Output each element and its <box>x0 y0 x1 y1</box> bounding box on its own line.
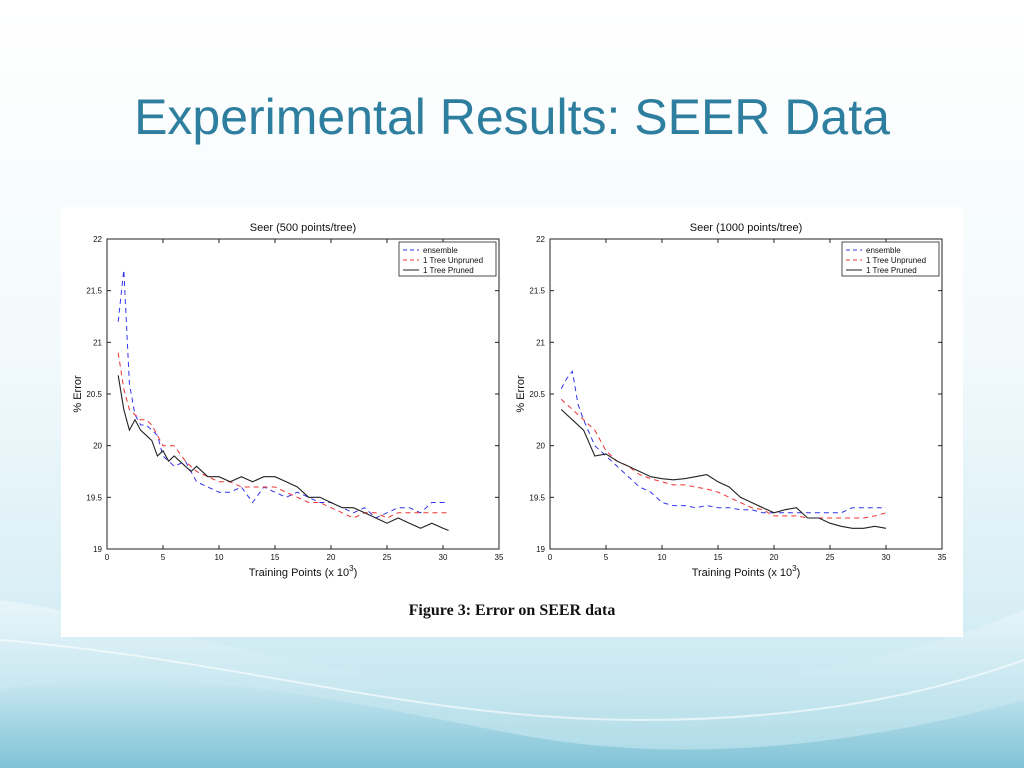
y-tick-label: 19 <box>93 545 102 554</box>
y-tick-label: 20 <box>93 442 102 451</box>
legend-label: 1 Tree Unpruned <box>423 256 483 265</box>
x-tick-label: 10 <box>658 553 667 562</box>
chart-2: Seer (1000 points/tree) 0 5 10 15 20 25 30 35 19 1… <box>515 222 947 579</box>
chart-title: Seer (500 points/tree) <box>250 222 356 234</box>
x-axis-label-main: Training Points (x 10 <box>692 567 792 579</box>
x-tick-label: 0 <box>548 553 553 562</box>
x-tick-label: 15 <box>271 553 280 562</box>
x-axis-label: Training Points (x 103) <box>692 564 801 579</box>
y-tick-label: 20.5 <box>529 390 545 399</box>
x-tick-label: 25 <box>383 553 392 562</box>
y-tick-label: 19.5 <box>529 493 545 502</box>
y-axis-label: % Error <box>515 375 527 413</box>
figure-charts: Seer (500 points/tree)0 5 10 15 20 25 30 351919… <box>72 222 947 579</box>
figure-panel: Seer (500 points/tree) 0 5 10 15 20 25 30 35 19 19… <box>61 207 963 637</box>
x-tick-label: 15 <box>714 553 723 562</box>
y-tick-label: 22 <box>93 235 102 244</box>
y-tick-label: 22 <box>536 235 545 244</box>
y-tick-label: 21 <box>536 338 545 347</box>
x-tick-label: 35 <box>938 553 947 562</box>
legend-box <box>841 241 940 277</box>
x-axis-label-exponent: 3 <box>792 564 797 573</box>
x-tick-label: 20 <box>770 553 779 562</box>
series-line-1-tree-pruned <box>117 375 449 531</box>
x-tick-label: 30 <box>882 553 891 562</box>
x-axis-label-tail: ) <box>797 567 801 579</box>
slide-title: Experimental Results: SEER Data <box>134 89 890 145</box>
y-tick-label: 21.5 <box>529 287 545 296</box>
legend-label: 1 Tree Unpruned <box>866 256 926 265</box>
legend-label: ensemble <box>866 246 901 255</box>
series-line-1-tree-unpruned <box>117 352 449 519</box>
x-tick-label: 35 <box>495 553 504 562</box>
wave-highlight <box>0 639 1024 722</box>
y-tick-label: 20.5 <box>86 390 102 399</box>
x-tick-label: 10 <box>215 553 224 562</box>
series-line-1-tree-pruned <box>560 409 887 529</box>
x-tick-label: 5 <box>161 553 166 562</box>
y-axis-label: % Error <box>72 375 84 413</box>
x-tick-label: 25 <box>826 553 835 562</box>
x-tick-label: 0 <box>105 553 110 562</box>
series-line-ensemble <box>560 370 886 514</box>
y-tick-label: 19.5 <box>86 493 102 502</box>
x-axis-label-main: Training Points (x 10 <box>249 567 349 579</box>
y-tick-label: 21.5 <box>86 287 102 296</box>
plot-frame <box>106 238 500 550</box>
legend-label: ensemble <box>423 246 458 255</box>
plot-frame <box>549 238 943 550</box>
y-tick-label: 19 <box>536 545 545 554</box>
x-tick-label: 20 <box>327 553 336 562</box>
y-tick-label: 20 <box>536 442 545 451</box>
x-axis-label: Training Points (x 103) <box>249 564 358 579</box>
x-tick-label: 30 <box>439 553 448 562</box>
chart-1: Seer (500 points/tree) 0 5 10 15 20 25 30 35 19 19… <box>72 222 504 579</box>
x-axis-label-tail: ) <box>354 567 358 579</box>
y-tick-label: 21 <box>93 338 102 347</box>
chart-title: Seer (1000 points/tree) <box>690 222 803 234</box>
wave-front <box>0 679 1024 768</box>
x-axis-label-exponent: 3 <box>349 564 354 573</box>
figure-caption: Figure 3: Error on SEER data <box>408 602 616 619</box>
x-tick-label: 5 <box>604 553 609 562</box>
legend-label: 1 Tree Pruned <box>866 266 917 275</box>
legend-label: 1 Tree Pruned <box>423 266 474 275</box>
